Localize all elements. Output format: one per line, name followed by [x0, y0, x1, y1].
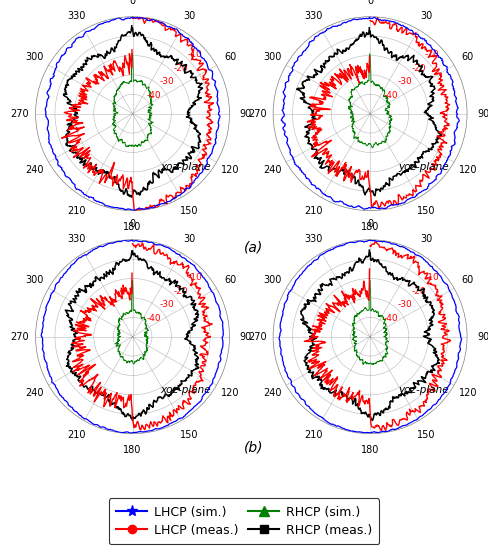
Text: (a): (a): [244, 240, 264, 255]
Text: yoz-plane: yoz-plane: [398, 162, 449, 172]
Text: (b): (b): [244, 440, 264, 455]
Text: xoz-plane: xoz-plane: [161, 385, 211, 395]
Text: xoz-plane: xoz-plane: [161, 162, 211, 172]
Legend: LHCP (sim.), LHCP (meas.), RHCP (sim.), RHCP (meas.): LHCP (sim.), LHCP (meas.), RHCP (sim.), …: [109, 498, 379, 544]
Text: yoz-plane: yoz-plane: [398, 385, 449, 395]
